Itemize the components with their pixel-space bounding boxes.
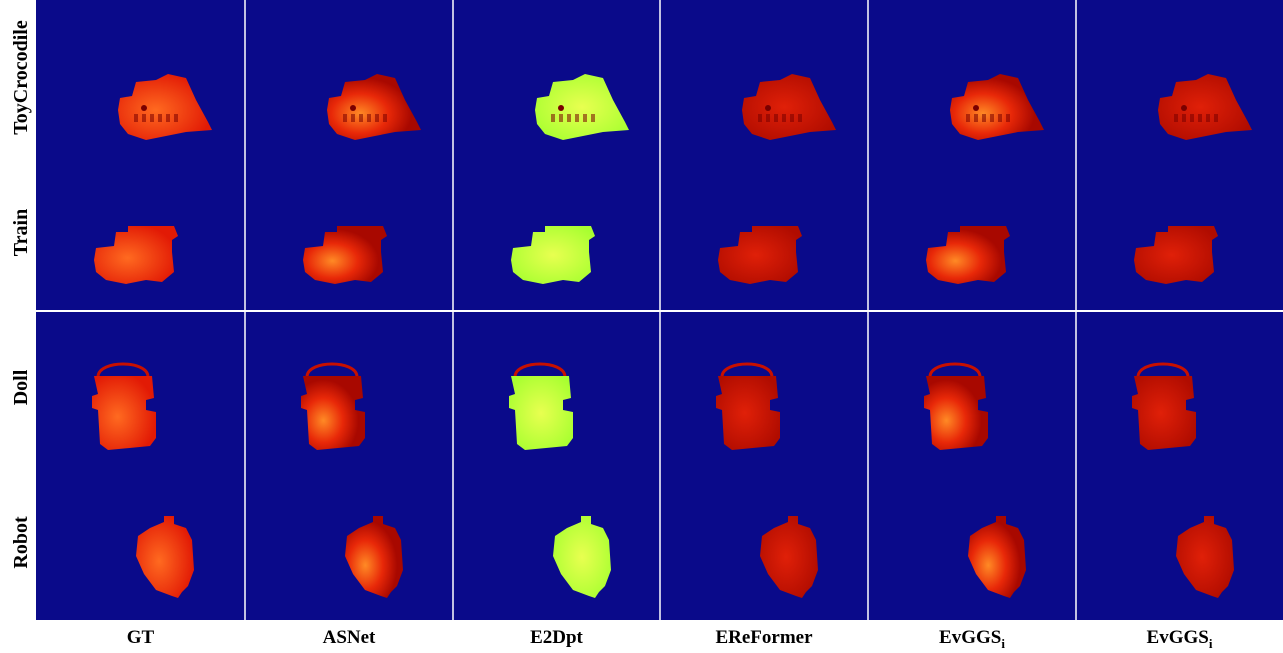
panel-toycrocodile-2: [453, 0, 660, 155]
column-label: E2Dpt: [530, 627, 583, 648]
panel-train-0: [36, 155, 245, 310]
column-label: EvGGSi: [1147, 627, 1213, 651]
object-crocodile: [535, 74, 629, 140]
column-label: EReFormer: [715, 627, 813, 648]
panel-doll-3: [660, 310, 868, 465]
panel-robot-0: [36, 465, 245, 620]
row-label: Robot: [10, 516, 32, 569]
panel-robot-5: [1076, 465, 1283, 620]
panel-toycrocodile-4: [868, 0, 1076, 155]
object-crocodile: [327, 74, 421, 140]
panel-train-4: [868, 155, 1076, 310]
panel-doll-2: [453, 310, 660, 465]
object-doll: [301, 362, 365, 450]
panel-doll-4: [868, 310, 1076, 465]
panel-toycrocodile-5: [1076, 0, 1283, 155]
row-label: ToyCrocodile: [10, 20, 32, 135]
panel-doll-0: [36, 310, 245, 465]
row-label: Train: [10, 209, 32, 256]
panel-toycrocodile-1: [245, 0, 453, 155]
object-crocodile: [118, 74, 212, 140]
object-doll: [924, 362, 988, 450]
column-label: GT: [127, 627, 155, 648]
object-robot: [1176, 516, 1234, 598]
object-crocodile: [742, 74, 836, 140]
object-doll: [1132, 362, 1196, 450]
object-doll: [716, 362, 780, 450]
row-label: Doll: [10, 369, 32, 405]
object-train: [718, 226, 802, 284]
object-robot: [968, 516, 1026, 598]
object-doll: [509, 362, 573, 450]
panel-train-2: [453, 155, 660, 310]
panel-robot-2: [453, 465, 660, 620]
column-label: EvGGSi: [939, 627, 1005, 651]
panel-doll-5: [1076, 310, 1283, 465]
object-crocodile: [950, 74, 1044, 140]
panel-robot-4: [868, 465, 1076, 620]
panel-grid: [36, 0, 1283, 620]
object-train: [511, 226, 595, 284]
object-robot: [136, 516, 194, 598]
object-robot: [760, 516, 818, 598]
panel-train-5: [1076, 155, 1283, 310]
panel-robot-3: [660, 465, 868, 620]
object-train: [926, 226, 1010, 284]
column-labels: GT ASNet E2Dpt EReFormer EvGGSi EvGGSi: [127, 627, 1213, 651]
panel-train-3: [660, 155, 868, 310]
object-robot: [345, 516, 403, 598]
object-doll: [92, 362, 156, 450]
object-train: [303, 226, 387, 284]
row-labels: ToyCrocodile Train Doll Robot: [10, 20, 32, 568]
panel-doll-1: [245, 310, 453, 465]
panel-robot-1: [245, 465, 453, 620]
object-crocodile: [1158, 74, 1252, 140]
object-train: [1134, 226, 1218, 284]
panel-toycrocodile-0: [36, 0, 245, 155]
panel-train-1: [245, 155, 453, 310]
object-robot: [553, 516, 611, 598]
object-train: [94, 226, 178, 284]
column-label: ASNet: [323, 627, 376, 648]
panel-toycrocodile-3: [660, 0, 868, 155]
